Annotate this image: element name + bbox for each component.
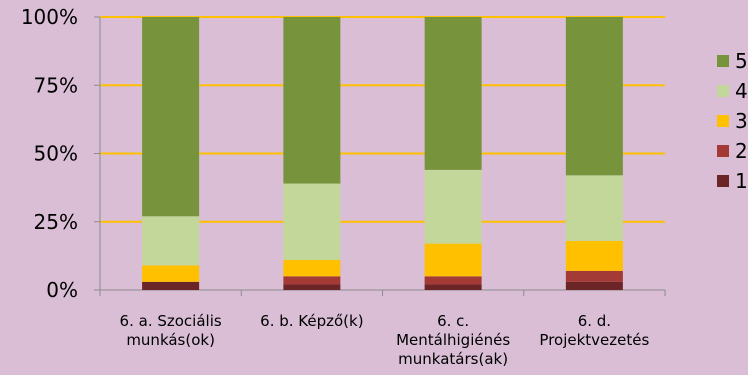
legend-swatch: [717, 55, 729, 67]
x-tick-label-line: munkatárs(ak): [398, 350, 508, 368]
x-tick-label-line: munkás(ok): [126, 331, 215, 349]
legend-swatch: [717, 115, 729, 127]
bar-segment-3: [424, 243, 482, 277]
bar-segment-2: [565, 270, 623, 282]
y-tick-label: 25%: [34, 210, 78, 234]
y-tick-label: 75%: [34, 73, 78, 97]
bar-segment-1: [142, 281, 200, 290]
x-tick-label: 6. a. Szociális munkás(ok): [120, 312, 222, 349]
legend: 5 4 3 2 1: [717, 49, 748, 193]
bar-segment-4: [142, 216, 200, 266]
bars: [142, 17, 623, 290]
bar-segment-5: [142, 17, 200, 217]
bar-segment-1: [565, 281, 623, 290]
y-tick-label: 100%: [21, 5, 78, 29]
legend-item-5: 5: [717, 49, 748, 73]
bar-segment-3: [283, 259, 341, 277]
legend-swatch: [717, 85, 729, 97]
x-tick-label-line: 6. c.: [437, 312, 469, 330]
bar-segment-4: [283, 183, 341, 260]
legend-label: 3: [735, 109, 748, 133]
x-tick-label-line: 6. b. Képző(k): [260, 312, 363, 330]
x-tick-label-line: Projektvezetés: [539, 331, 649, 349]
legend-label: 4: [735, 79, 748, 103]
legend-item-3: 3: [717, 109, 748, 133]
legend-label: 5: [735, 49, 748, 73]
y-tick-label: 0%: [46, 278, 78, 302]
x-tick-label: 6. d. Projektvezetés: [539, 312, 649, 349]
x-tick-label: 6. b. Képző(k): [260, 312, 363, 330]
legend-item-4: 4: [717, 79, 748, 103]
bar-segment-5: [283, 17, 341, 184]
bar-segment-1: [283, 284, 341, 290]
x-tick-label-line: 6. a. Szociális: [120, 312, 222, 330]
bar-segment-5: [424, 17, 482, 170]
legend-item-1: 1: [717, 169, 748, 193]
y-tick-label: 50%: [34, 142, 78, 166]
bar-segment-2: [424, 276, 482, 285]
x-tick-label-line: 6. d.: [578, 312, 611, 330]
bar-segment-5: [565, 17, 623, 176]
bar-segment-3: [565, 240, 623, 271]
x-axis-tick-labels: 6. a. Szociális munkás(ok) 6. b. Képző(k) 6…: [120, 312, 650, 368]
bar-segment-3: [142, 265, 200, 282]
bar-segment-4: [424, 169, 482, 244]
bar-segment-2: [283, 276, 341, 285]
legend-label: 2: [735, 139, 748, 163]
bar-segment-4: [565, 175, 623, 241]
legend-label: 1: [735, 169, 748, 193]
legend-swatch: [717, 145, 729, 157]
legend-item-2: 2: [717, 139, 748, 163]
legend-swatch: [717, 175, 729, 187]
x-tick-label-line: Mentálhigiénés: [396, 331, 510, 349]
y-axis-tick-labels: 0% 25% 50% 75% 100%: [21, 5, 78, 302]
x-tick-label: 6. c. Mentálhigiénés munkatárs(ak): [396, 312, 510, 368]
bar-segment-1: [424, 284, 482, 290]
